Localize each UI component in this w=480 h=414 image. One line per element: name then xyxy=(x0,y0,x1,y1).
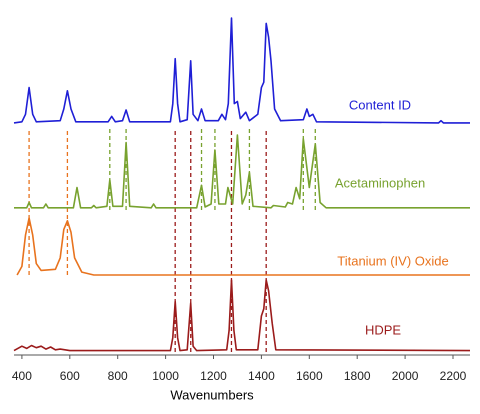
series-label: Titanium (IV) Oxide xyxy=(337,253,449,268)
x-tick-label: 1800 xyxy=(344,369,371,383)
series-label: Acetaminophen xyxy=(335,175,425,190)
series-label: HDPE xyxy=(365,322,401,337)
series-label: Content ID xyxy=(349,97,411,112)
x-tick-label: 1200 xyxy=(200,369,227,383)
spectrum-line xyxy=(13,17,470,124)
x-tick-label: 2000 xyxy=(392,369,419,383)
x-tick-label: 600 xyxy=(60,369,80,383)
x-tick-label: 2200 xyxy=(440,369,467,383)
spectrum-line xyxy=(16,217,470,276)
x-axis-label: Wavenumbers xyxy=(170,387,254,402)
x-tick-label: 1000 xyxy=(152,369,179,383)
spectrum-line xyxy=(13,279,471,352)
x-tick-label: 800 xyxy=(108,369,128,383)
x-tick-label: 1600 xyxy=(296,369,323,383)
spectrum-line xyxy=(14,134,470,209)
x-tick-label: 1400 xyxy=(248,369,275,383)
x-tick-label: 400 xyxy=(12,369,32,383)
